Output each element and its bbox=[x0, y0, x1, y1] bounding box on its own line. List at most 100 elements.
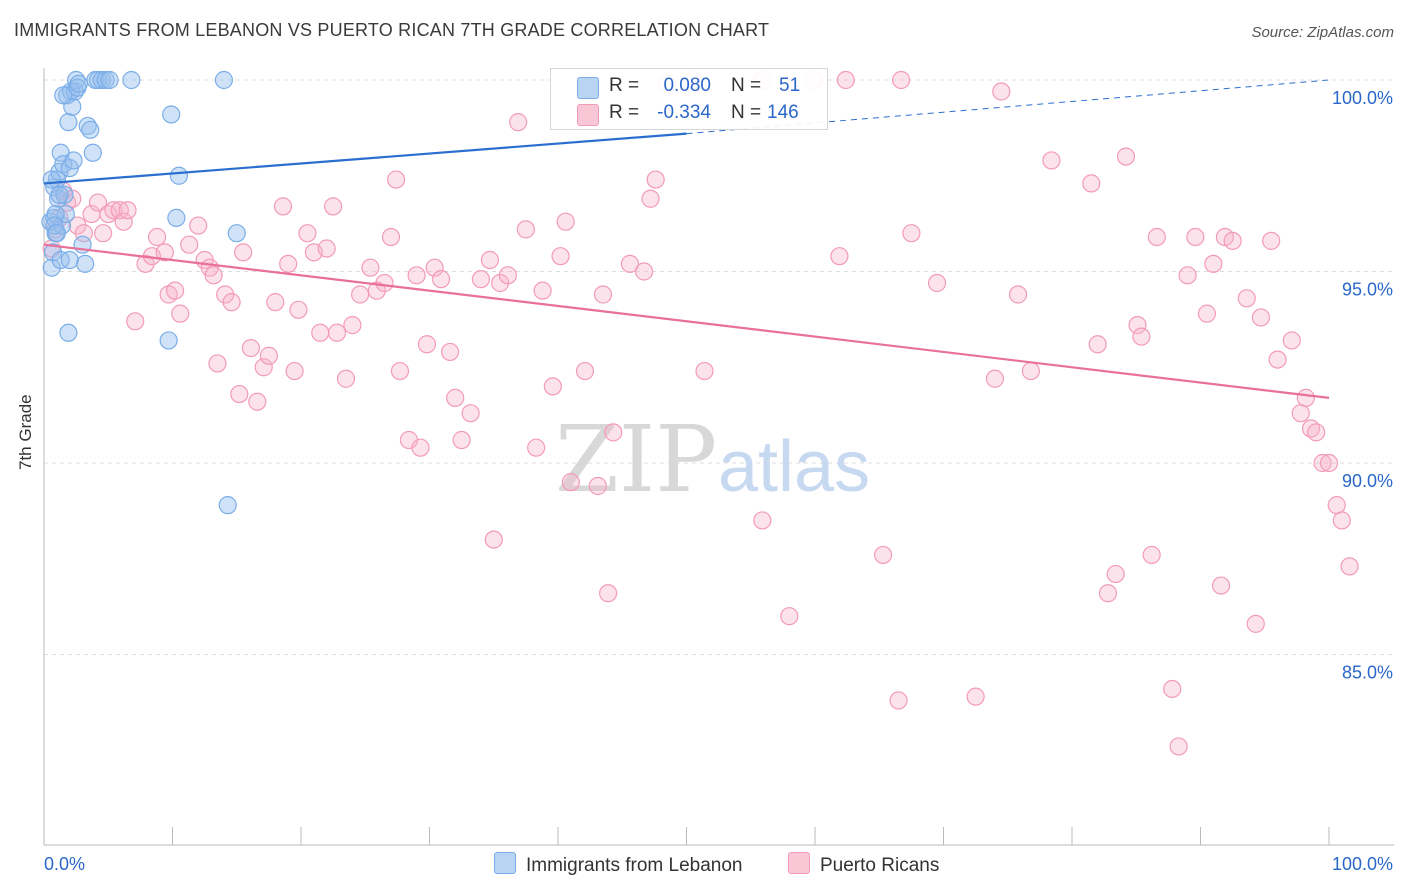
data-point-puerto-ricans bbox=[254, 358, 273, 377]
data-point-puerto-ricans bbox=[891, 70, 911, 90]
data-point-puerto-ricans bbox=[386, 170, 406, 189]
data-point-puerto-ricans bbox=[1237, 289, 1256, 308]
data-point-puerto-ricans bbox=[634, 262, 654, 281]
data-point-puerto-ricans bbox=[1116, 147, 1136, 166]
data-point-puerto-ricans bbox=[88, 193, 108, 212]
data-point-puerto-ricans bbox=[874, 545, 893, 565]
watermark-zip: ZIP bbox=[555, 406, 717, 513]
data-point-puerto-ricans bbox=[440, 342, 460, 362]
bottom-legend-label-puerto-ricans: Puerto Ricans bbox=[820, 855, 940, 876]
data-point-puerto-ricans bbox=[407, 266, 426, 285]
data-point-puerto-ricans bbox=[425, 258, 444, 277]
data-point-puerto-ricans bbox=[343, 316, 362, 335]
data-point-puerto-ricans bbox=[279, 254, 298, 273]
data-point-puerto-ricans bbox=[155, 243, 174, 262]
data-point-puerto-ricans bbox=[104, 201, 123, 220]
data-point-puerto-ricans bbox=[1008, 285, 1028, 304]
data-point-puerto-ricans bbox=[1307, 423, 1326, 442]
legend-n-label: N = bbox=[731, 102, 762, 123]
x-tick-label-min: 0.0% bbox=[44, 854, 85, 874]
data-point-puerto-ricans bbox=[966, 687, 985, 706]
data-point-puerto-ricans bbox=[1169, 737, 1188, 756]
data-point-puerto-ricans bbox=[1296, 388, 1315, 407]
lebanon-points bbox=[41, 70, 246, 515]
data-point-puerto-ricans bbox=[208, 354, 227, 373]
data-point-puerto-ricans bbox=[1340, 557, 1359, 576]
legend-r-value: -0.334 bbox=[657, 102, 711, 123]
data-point-puerto-ricans bbox=[1197, 304, 1217, 323]
data-point-puerto-ricans bbox=[94, 224, 113, 243]
legend-n-value: 146 bbox=[767, 102, 799, 123]
bottom-legend-swatch-pink bbox=[788, 852, 810, 874]
y-tick-label: 100.0% bbox=[1332, 88, 1393, 108]
data-point-puerto-ricans bbox=[1262, 231, 1281, 250]
data-point-puerto-ricans bbox=[561, 473, 580, 492]
data-point-puerto-ricans bbox=[1313, 453, 1332, 473]
data-point-lebanon bbox=[76, 254, 95, 273]
data-point-lebanon bbox=[42, 170, 61, 189]
data-point-lebanon bbox=[122, 70, 141, 90]
data-point-puerto-ricans bbox=[351, 285, 370, 304]
data-point-puerto-ricans bbox=[147, 227, 167, 247]
data-point-puerto-ricans bbox=[1282, 331, 1301, 350]
data-point-puerto-ricans bbox=[604, 423, 623, 442]
data-point-puerto-ricans bbox=[588, 476, 607, 496]
data-point-lebanon bbox=[169, 166, 189, 185]
data-point-puerto-ricans bbox=[189, 216, 208, 235]
data-point-puerto-ricans bbox=[180, 235, 199, 254]
data-point-puerto-ricans bbox=[484, 530, 503, 549]
data-point-puerto-ricans bbox=[411, 438, 430, 457]
data-point-puerto-ricans bbox=[1128, 316, 1147, 335]
data-point-puerto-ricans bbox=[551, 247, 570, 266]
data-point-lebanon bbox=[92, 70, 111, 90]
data-point-puerto-ricans bbox=[1088, 335, 1107, 354]
data-point-lebanon bbox=[60, 250, 79, 270]
data-point-puerto-ricans bbox=[375, 273, 394, 293]
data-point-puerto-ricans bbox=[1246, 614, 1265, 633]
legend-r-label: R = bbox=[609, 75, 640, 96]
data-point-puerto-ricans bbox=[1178, 266, 1197, 285]
data-point-puerto-ricans bbox=[1211, 576, 1231, 595]
data-point-lebanon bbox=[50, 185, 69, 204]
data-point-puerto-ricans bbox=[248, 392, 267, 411]
data-point-puerto-ricans bbox=[836, 70, 855, 90]
data-point-puerto-ricans bbox=[230, 384, 249, 404]
data-point-puerto-ricans bbox=[361, 258, 380, 277]
axes bbox=[43, 68, 1394, 846]
data-point-puerto-ricans bbox=[646, 170, 665, 189]
data-point-puerto-ricans bbox=[516, 220, 535, 239]
data-point-puerto-ricans bbox=[498, 266, 517, 285]
tick-labels: 85.0% 90.0% 95.0% 100.0% 0.0% 100.0% bbox=[44, 88, 1393, 874]
data-point-lebanon bbox=[64, 151, 83, 170]
data-point-puerto-ricans bbox=[1291, 404, 1310, 423]
data-point-lebanon bbox=[214, 70, 233, 90]
data-point-puerto-ricans bbox=[1082, 174, 1101, 193]
data-point-puerto-ricans bbox=[298, 224, 317, 243]
data-point-puerto-ricans bbox=[1268, 350, 1287, 369]
data-point-puerto-ricans bbox=[780, 607, 799, 626]
data-point-puerto-ricans bbox=[327, 323, 347, 342]
correlation-legend: R = 0.080 N = 51 R = -0.334 N = 146 bbox=[550, 68, 828, 130]
data-point-puerto-ricans bbox=[289, 300, 308, 319]
data-point-puerto-ricans bbox=[1021, 361, 1040, 381]
data-point-puerto-ricans bbox=[259, 346, 278, 365]
data-point-puerto-ricans bbox=[902, 224, 921, 243]
data-point-puerto-ricans bbox=[620, 254, 640, 273]
data-point-puerto-ricans bbox=[575, 361, 595, 381]
data-point-puerto-ricans bbox=[556, 212, 575, 231]
data-point-puerto-ricans bbox=[446, 388, 465, 407]
data-point-lebanon bbox=[227, 224, 246, 243]
data-point-puerto-ricans bbox=[1042, 151, 1061, 170]
data-point-puerto-ricans bbox=[491, 273, 510, 293]
data-point-lebanon bbox=[47, 224, 66, 243]
data-point-puerto-ricans bbox=[273, 197, 293, 216]
data-point-puerto-ricans bbox=[1106, 564, 1125, 584]
data-point-puerto-ricans bbox=[461, 404, 480, 423]
data-point-lebanon bbox=[83, 143, 102, 162]
legend-n-label: N = bbox=[731, 75, 762, 96]
data-point-puerto-ricans bbox=[533, 281, 552, 300]
data-point-puerto-ricans bbox=[593, 285, 613, 304]
data-point-puerto-ricans bbox=[1163, 679, 1182, 699]
data-point-puerto-ricans bbox=[126, 312, 145, 331]
